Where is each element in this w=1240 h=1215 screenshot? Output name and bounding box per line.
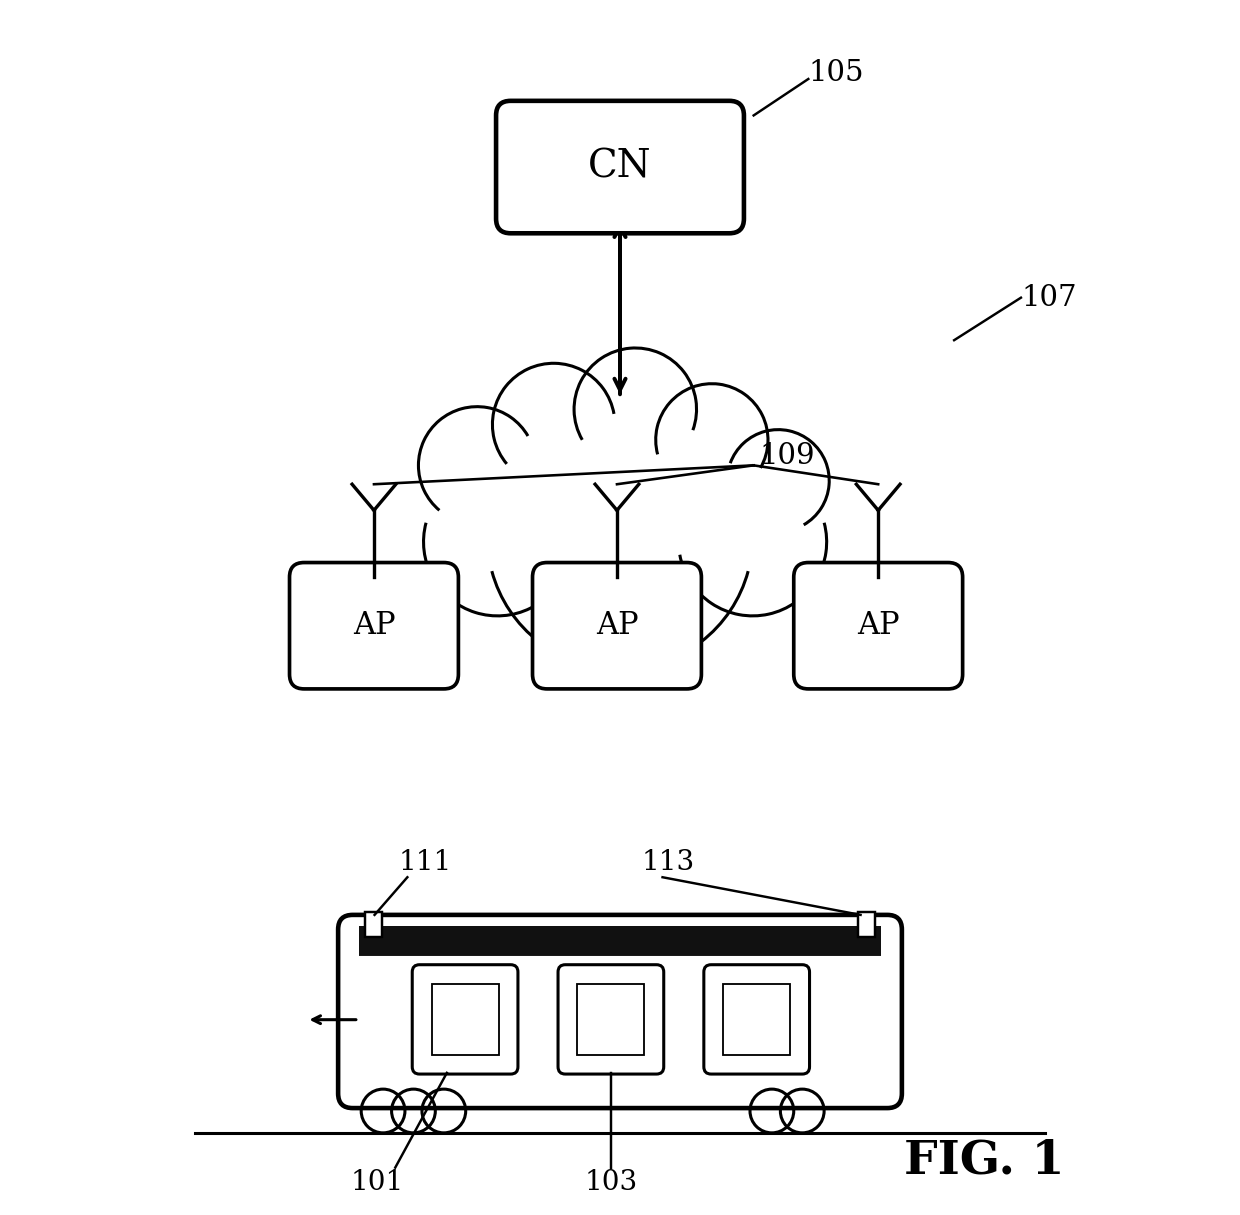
Bar [578, 984, 645, 1055]
Circle shape [424, 468, 572, 616]
Circle shape [418, 407, 536, 524]
Text: AP: AP [595, 610, 639, 642]
Circle shape [487, 405, 753, 669]
Text: AP: AP [352, 610, 396, 642]
Text: AP: AP [857, 610, 899, 642]
FancyBboxPatch shape [532, 563, 702, 689]
FancyBboxPatch shape [496, 101, 744, 233]
Text: 103: 103 [584, 1169, 637, 1196]
Bar [358, 926, 882, 957]
Bar [432, 984, 498, 1055]
Text: 105: 105 [808, 58, 864, 87]
FancyBboxPatch shape [794, 563, 962, 689]
Circle shape [492, 363, 615, 486]
Bar [858, 912, 875, 937]
Bar [365, 912, 382, 937]
Circle shape [656, 384, 768, 496]
FancyBboxPatch shape [412, 965, 518, 1074]
FancyBboxPatch shape [558, 965, 663, 1074]
Circle shape [678, 468, 827, 616]
Text: 109: 109 [760, 441, 816, 470]
FancyBboxPatch shape [339, 915, 901, 1108]
Circle shape [727, 430, 830, 532]
Text: 111: 111 [399, 849, 453, 876]
FancyBboxPatch shape [289, 563, 459, 689]
Bar [723, 984, 790, 1055]
Text: 101: 101 [351, 1169, 404, 1196]
FancyBboxPatch shape [704, 965, 810, 1074]
Text: 113: 113 [642, 849, 696, 876]
Text: 107: 107 [1021, 283, 1076, 312]
Text: CN: CN [588, 148, 652, 186]
Circle shape [574, 347, 697, 470]
Text: FIG. 1: FIG. 1 [904, 1137, 1065, 1183]
